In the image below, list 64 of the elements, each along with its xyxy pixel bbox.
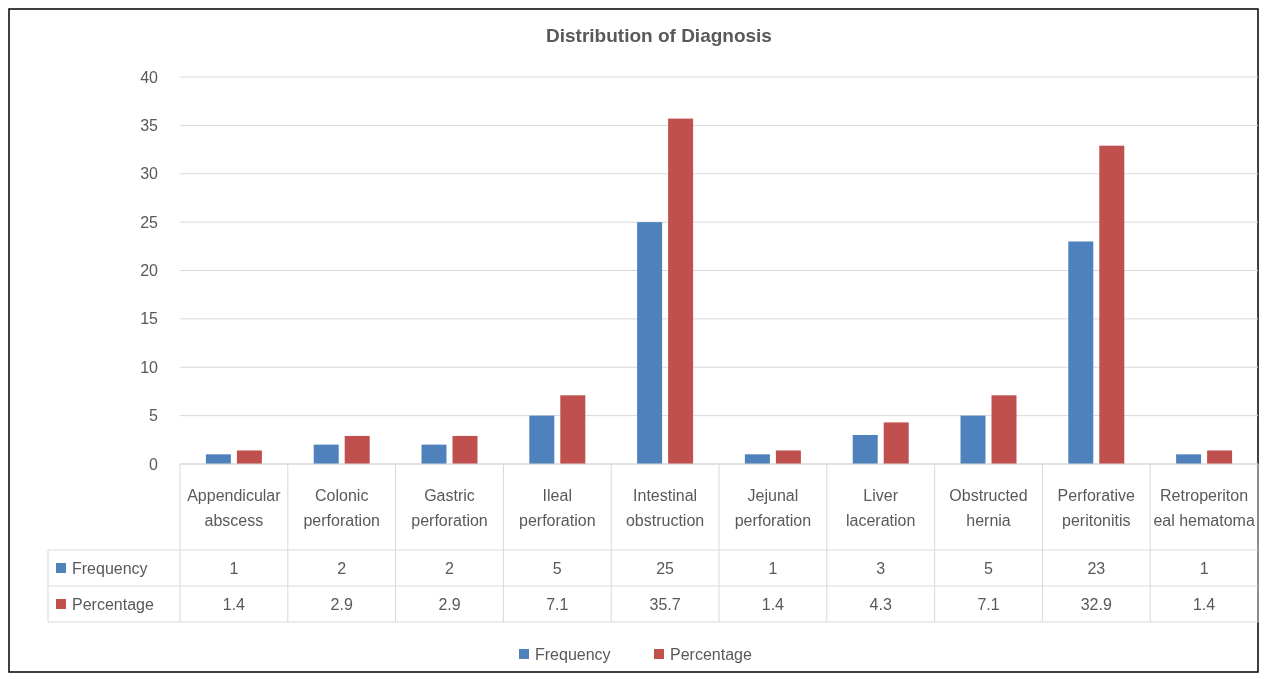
- x-tick-label: Perforative peritonitis: [1057, 487, 1136, 529]
- x-tick-label: Appendicular abscess: [187, 487, 282, 529]
- text: Percentage: [670, 645, 752, 663]
- bar: [236, 450, 262, 464]
- data-label: 2: [337, 559, 347, 577]
- data-label: 35.7: [649, 595, 681, 613]
- data-label: 1.4: [761, 595, 785, 613]
- data-label: 1: [768, 559, 778, 577]
- data-label: 1: [229, 559, 239, 577]
- bar: [852, 434, 878, 464]
- text: Frequency: [535, 645, 611, 663]
- y-tick-label: 0: [149, 455, 159, 473]
- bar: [668, 118, 694, 464]
- x-tick-label: Intestinal obstruction: [625, 487, 705, 529]
- bar: [744, 454, 770, 464]
- y-tick-label: 40: [140, 68, 159, 86]
- y-tick-label: 5: [149, 407, 159, 425]
- x-tick-label: Colonic perforation: [303, 487, 380, 529]
- data-label: 7.1: [546, 595, 569, 613]
- bar: [1068, 241, 1094, 464]
- bar: [1099, 145, 1125, 464]
- data-label: 4.3: [869, 595, 892, 613]
- bar: [205, 454, 231, 464]
- data-label: 5: [984, 559, 994, 577]
- data-label: 32.9: [1080, 595, 1112, 613]
- bar: [991, 395, 1017, 464]
- data-label: 2: [445, 559, 455, 577]
- bar: [1176, 454, 1202, 464]
- data-label: 7.1: [977, 595, 1000, 613]
- x-tick-label: Jejunal perforation: [734, 487, 812, 529]
- data-label: 25: [656, 559, 675, 577]
- bar: [960, 415, 986, 464]
- bar: [529, 415, 555, 464]
- x-tick-label: Retroperitoneal hematoma: [1153, 487, 1255, 529]
- y-tick-label: 15: [140, 310, 159, 328]
- bar: [344, 435, 370, 464]
- legend-label: Percentage: [72, 595, 154, 613]
- x-tick-label: Gastric perforation: [411, 487, 488, 529]
- y-tick-label: 35: [140, 116, 159, 134]
- legend-label: Frequency: [72, 559, 148, 577]
- bar: [883, 422, 909, 464]
- data-label: 2.9: [438, 595, 461, 613]
- x-tick-label: Liver laceration: [846, 487, 916, 529]
- data-label: 3: [876, 559, 886, 577]
- y-tick-label: 30: [140, 165, 159, 183]
- data-label: 1.4: [222, 595, 246, 613]
- y-tick-label: 10: [140, 358, 159, 376]
- bar: [1207, 450, 1233, 464]
- data-label: 2.9: [330, 595, 353, 613]
- x-tick-label: Ileal perforation: [519, 487, 596, 529]
- chart-title: Distribution of Diagnosis: [546, 25, 772, 46]
- x-tick-label: Obstructed hernia: [949, 487, 1028, 529]
- bar: [421, 444, 447, 464]
- data-label: 5: [552, 559, 562, 577]
- data-label: 23: [1087, 559, 1106, 577]
- data-label: 1: [1199, 559, 1209, 577]
- bar: [637, 222, 663, 464]
- bar: [452, 435, 478, 464]
- data-label: 1.4: [1192, 595, 1216, 613]
- y-tick-label: 20: [140, 262, 159, 280]
- bar: [775, 450, 801, 464]
- bar: [560, 395, 586, 464]
- bar: [313, 444, 339, 464]
- y-tick-label: 25: [140, 213, 159, 231]
